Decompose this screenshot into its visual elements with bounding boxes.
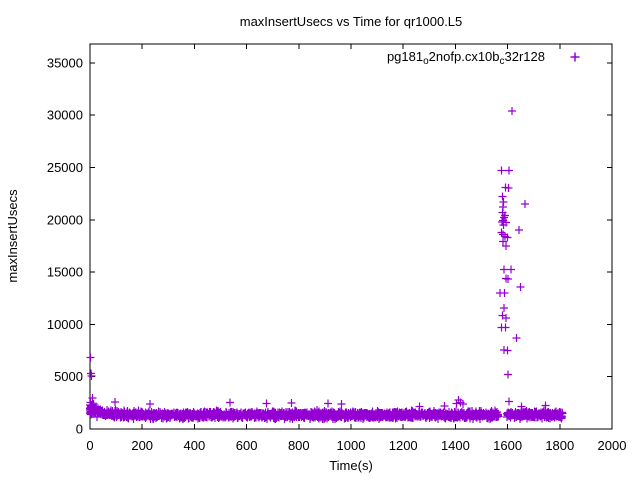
y-tick-label: 20000: [47, 212, 83, 227]
x-tick-label: 400: [184, 438, 206, 453]
legend-label: pg181o2nofp.cx10bc32r128: [387, 49, 545, 67]
legend: pg181o2nofp.cx10bc32r128: [387, 49, 580, 67]
x-tick-label: 1200: [389, 438, 418, 453]
x-tick-label: 1800: [545, 438, 574, 453]
y-tick-label: 35000: [47, 55, 83, 70]
series-baseline-points: [86, 398, 567, 423]
x-tick-label: 1000: [337, 438, 366, 453]
y-tick-label: 25000: [47, 160, 83, 175]
y-tick-label: 15000: [47, 265, 83, 280]
x-tick-label: 1600: [493, 438, 522, 453]
x-axis-label: Time(s): [329, 458, 373, 473]
y-tick-label: 30000: [47, 108, 83, 123]
y-tick-label: 5000: [54, 369, 83, 384]
tick-marks: [89, 44, 613, 430]
x-tick-labels: 0 200 400 600 800 1000 1200 1400 1600 1800 2000: [86, 438, 626, 453]
y-tick-labels: 0 5000 10000 15000 20000 25000 30000 35000: [47, 55, 83, 436]
series-outlier-points: [86, 107, 550, 411]
plot-border: [89, 43, 613, 430]
x-tick-label: 600: [236, 438, 258, 453]
legend-marker-icon: [570, 52, 580, 62]
x-tick-label: 2000: [598, 438, 627, 453]
x-tick-label: 1400: [441, 438, 470, 453]
chart-title: maxInsertUsecs vs Time for qr1000.L5: [240, 14, 463, 29]
x-tick-label: 200: [131, 438, 153, 453]
y-tick-label: 10000: [47, 317, 83, 332]
y-axis-label: maxInsertUsecs: [5, 189, 20, 283]
x-tick-label: 800: [288, 438, 310, 453]
axis-ticks: [89, 44, 613, 430]
y-tick-label: 0: [76, 422, 83, 437]
x-tick-label: 0: [86, 438, 93, 453]
